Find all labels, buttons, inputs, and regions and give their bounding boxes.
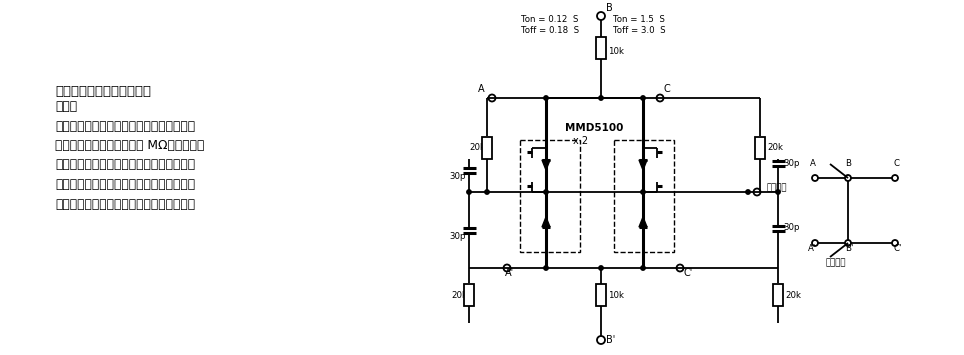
Text: A': A' — [808, 244, 817, 253]
Text: B': B' — [845, 244, 853, 253]
Circle shape — [641, 266, 645, 270]
Text: 20k: 20k — [767, 143, 783, 153]
Circle shape — [599, 266, 603, 270]
Circle shape — [467, 190, 471, 194]
Polygon shape — [542, 160, 550, 170]
Text: 10k: 10k — [608, 47, 624, 55]
Bar — [482, 137, 492, 159]
Text: 30p: 30p — [449, 232, 466, 241]
Text: Toff = 3.0  S: Toff = 3.0 S — [613, 26, 665, 35]
Polygon shape — [639, 160, 647, 170]
Text: 20k: 20k — [451, 290, 467, 300]
Circle shape — [746, 190, 750, 194]
Bar — [464, 284, 474, 306]
Circle shape — [776, 190, 780, 194]
Text: B: B — [606, 3, 613, 13]
Text: 10k: 10k — [608, 290, 624, 300]
Text: 20k: 20k — [785, 290, 801, 300]
Text: Ton = 1.5  S: Ton = 1.5 S — [613, 15, 665, 24]
Polygon shape — [542, 217, 550, 227]
Text: 20k: 20k — [469, 143, 485, 153]
Circle shape — [544, 96, 549, 100]
Bar — [520, 140, 580, 252]
Text: C': C' — [893, 244, 901, 253]
Circle shape — [544, 266, 549, 270]
Text: 栅极控制: 栅极控制 — [767, 183, 788, 192]
Text: C': C' — [683, 268, 692, 278]
Bar — [596, 284, 606, 306]
Bar — [614, 140, 674, 252]
Text: 场效应
管导通时，漏源沟道电阻只有几个欧姆，夹
断时，漏源沟道电阻有几千 MΩ。所以，场
效应管可以构成比较理想的低频开关。场效
应管的极间电容不利于高频信号的: 场效应 管导通时，漏源沟道电阻只有几个欧姆，夹 断时，漏源沟道电阻有几千 MΩ。… — [55, 100, 204, 211]
Bar — [755, 137, 765, 159]
Bar — [773, 284, 783, 306]
Circle shape — [599, 96, 603, 100]
Text: Toff = 0.18  S: Toff = 0.18 S — [521, 26, 579, 35]
Text: 30p: 30p — [783, 224, 799, 233]
Polygon shape — [639, 217, 647, 227]
Bar — [596, 37, 606, 59]
Circle shape — [641, 96, 645, 100]
Text: MMD5100: MMD5100 — [565, 123, 624, 133]
Text: 30p: 30p — [783, 158, 799, 168]
Circle shape — [641, 190, 645, 194]
Text: B': B' — [606, 335, 615, 345]
Text: C: C — [893, 159, 899, 168]
Text: 双刀双掷场效应管开关电路: 双刀双掷场效应管开关电路 — [55, 85, 151, 98]
Text: C: C — [664, 84, 671, 94]
Text: x 2: x 2 — [573, 136, 588, 146]
Text: 等效电路: 等效电路 — [826, 258, 846, 267]
Circle shape — [485, 190, 489, 194]
Text: 30p: 30p — [449, 172, 466, 181]
Text: A: A — [810, 159, 816, 168]
Circle shape — [544, 190, 549, 194]
Text: A: A — [478, 84, 485, 94]
Text: Ton = 0.12  S: Ton = 0.12 S — [521, 15, 578, 24]
Text: B: B — [845, 159, 851, 168]
Text: A': A' — [505, 268, 514, 278]
